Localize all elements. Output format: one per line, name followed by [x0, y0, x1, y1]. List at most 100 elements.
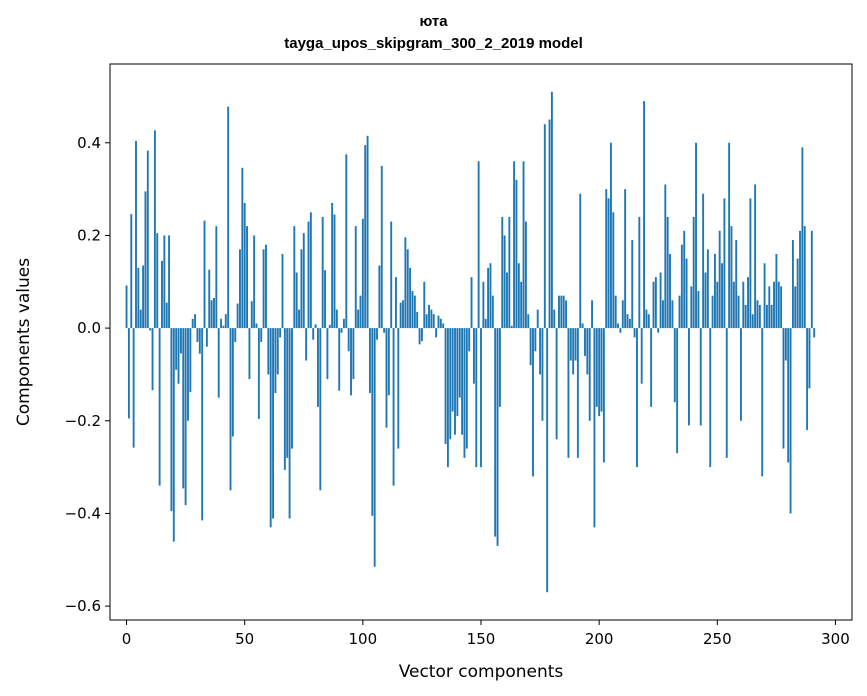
bar	[784, 328, 787, 361]
bar	[210, 300, 213, 329]
bar	[364, 145, 367, 329]
bar	[383, 328, 386, 333]
bar	[472, 328, 475, 384]
bar	[293, 226, 296, 329]
bar	[182, 328, 185, 489]
bar	[484, 318, 487, 329]
bar	[409, 267, 412, 329]
bar	[269, 328, 272, 528]
x-tick-label: 200	[585, 630, 614, 648]
bar	[127, 328, 130, 419]
bar	[172, 328, 175, 542]
bar	[343, 318, 345, 329]
bar	[135, 140, 137, 329]
bar	[614, 295, 617, 329]
bar	[371, 328, 374, 516]
bar	[229, 328, 232, 491]
bar	[546, 328, 549, 593]
bar	[378, 265, 381, 329]
bar	[446, 328, 449, 468]
bar	[520, 281, 523, 329]
bar	[662, 300, 664, 329]
bar	[739, 328, 742, 421]
bar	[274, 328, 277, 393]
bar	[217, 328, 220, 398]
bar	[198, 328, 201, 354]
bar	[548, 119, 551, 329]
bar	[139, 309, 142, 329]
bar	[444, 328, 447, 444]
bar	[524, 221, 527, 329]
bar	[168, 235, 171, 329]
bar	[163, 235, 166, 329]
bar	[626, 314, 629, 329]
bar	[201, 328, 204, 521]
bar	[517, 263, 520, 329]
bar	[231, 328, 234, 437]
bar	[754, 184, 757, 329]
bar	[652, 281, 655, 329]
bar	[775, 253, 778, 329]
bar	[777, 281, 780, 329]
bar	[146, 150, 149, 329]
bar	[482, 281, 485, 329]
bar	[406, 249, 409, 329]
bar	[735, 240, 738, 329]
bar	[298, 309, 300, 329]
bar	[144, 191, 147, 329]
bar	[598, 328, 601, 417]
bar	[156, 233, 159, 329]
bar	[213, 297, 215, 329]
bar	[272, 328, 274, 519]
bar	[399, 302, 402, 329]
bar	[477, 161, 480, 329]
bar	[387, 328, 390, 396]
x-tick-label: 0	[122, 630, 132, 648]
bar	[565, 300, 568, 329]
y-tick-label: 0.4	[77, 134, 101, 152]
bar	[458, 328, 461, 398]
bar	[227, 106, 230, 329]
bar	[491, 295, 494, 329]
bar	[423, 281, 426, 329]
bar	[189, 328, 192, 393]
bar	[461, 328, 464, 435]
bar	[709, 328, 712, 468]
bar	[799, 230, 801, 329]
bar	[324, 270, 326, 329]
bar	[281, 253, 284, 329]
bar	[699, 328, 702, 426]
bar	[742, 281, 745, 329]
y-axis-label: Components values	[14, 258, 34, 426]
bar	[574, 328, 577, 361]
bar	[801, 147, 804, 329]
bar	[765, 304, 768, 329]
bar	[267, 328, 270, 375]
bar	[390, 221, 393, 329]
bar	[588, 328, 591, 421]
bar	[222, 325, 225, 329]
bar	[191, 318, 194, 329]
bar	[532, 328, 534, 477]
bar	[702, 193, 705, 329]
bar	[730, 226, 733, 329]
bar	[130, 214, 133, 329]
bar	[638, 216, 641, 329]
bar	[463, 328, 466, 458]
bar	[706, 249, 709, 329]
bar	[161, 260, 163, 329]
bar	[326, 328, 329, 380]
bar	[506, 272, 508, 329]
bar	[732, 281, 735, 329]
bar	[385, 328, 388, 428]
bar	[352, 328, 355, 380]
bar	[560, 295, 563, 329]
bar	[747, 277, 749, 329]
bar	[243, 203, 246, 329]
bar	[319, 328, 322, 491]
y-tick-label: −0.6	[65, 597, 101, 615]
bar	[305, 328, 308, 361]
bar	[203, 220, 206, 329]
bar	[567, 328, 570, 458]
